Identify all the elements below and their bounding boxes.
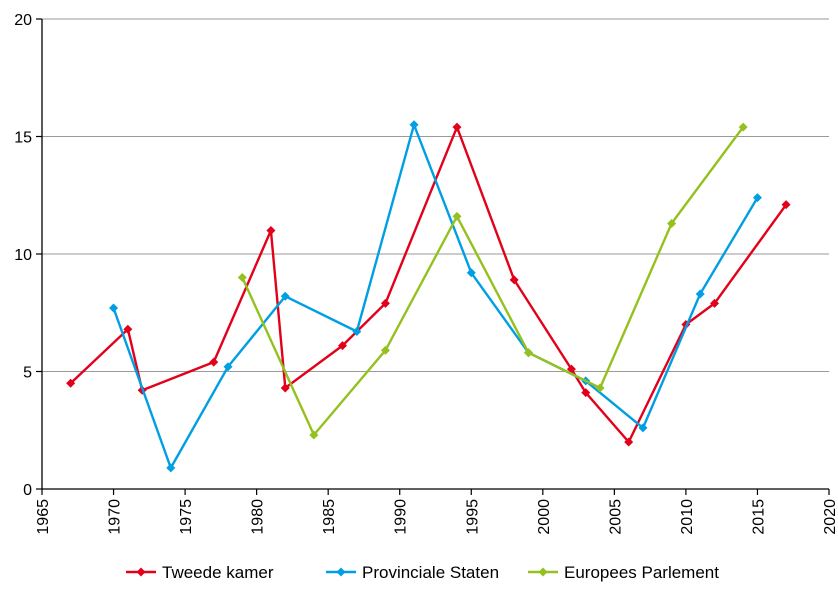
x-tick-label: 2000 [536,499,553,535]
data-point-tweede-kamer [380,298,390,308]
x-tick-label: 2005 [607,499,624,535]
data-point-tweede-kamer [266,226,276,235]
data-point-tweede-kamer [66,378,76,388]
y-tick-label: 10 [14,247,32,264]
legend-label: Europees Parlement [564,563,719,582]
x-tick-label: 1975 [178,499,195,535]
data-point-tweede-kamer [781,200,791,210]
series-provinciale-staten [109,120,762,473]
data-point-europees-parlement [452,211,462,221]
x-tick-label: 1990 [393,499,410,535]
data-point-provinciale-staten [166,463,176,473]
legend-swatch-marker [136,567,146,577]
data-point-provinciale-staten [409,120,419,130]
legend-item-tweede-kamer: Tweede kamer [126,563,274,582]
legend-label: Tweede kamer [162,563,274,582]
legend: Tweede kamer Provinciale Staten Europees P… [126,563,719,582]
legend-item-provinciale-staten: Provinciale Staten [326,563,499,582]
data-point-europees-parlement [309,430,319,440]
data-point-provinciale-staten [638,423,648,433]
data-point-provinciale-staten [223,362,233,372]
data-point-tweede-kamer [581,388,591,398]
data-point-tweede-kamer [337,341,347,351]
x-tick-label: 2010 [679,499,696,535]
y-tick-label: 0 [23,482,32,499]
data-point-tweede-kamer [280,383,290,393]
x-tick-label: 1965 [35,499,52,535]
y-axis-ticks: 0 5 10 15 20 [14,12,42,499]
x-tick-label: 2015 [750,499,767,535]
data-point-provinciale-staten [695,289,705,299]
data-point-tweede-kamer [209,357,219,367]
y-tick-label: 15 [14,130,32,147]
data-point-provinciale-staten [752,193,762,203]
series-line-tweede-kamer [69,125,788,444]
series-line-europees-parlement [241,126,745,437]
data-point-tweede-kamer [624,437,634,447]
legend-label: Provinciale Staten [362,563,499,582]
series-tweede-kamer [66,122,791,447]
data-point-tweede-kamer [509,275,519,285]
data-point-provinciale-staten [466,268,476,278]
x-tick-label: 1970 [107,499,124,535]
series-group [66,120,791,473]
x-tick-label: 1980 [250,499,267,535]
x-tick-label: 1985 [321,499,338,535]
data-point-tweede-kamer [452,122,462,132]
y-tick-label: 20 [14,12,32,29]
data-point-europees-parlement [380,345,390,355]
data-point-provinciale-staten [280,291,290,301]
data-point-tweede-kamer [123,324,133,334]
data-point-tweede-kamer [710,298,720,308]
grid-lines [42,18,829,372]
legend-swatch-marker [538,567,548,577]
x-tick-label: 1995 [464,499,481,535]
data-point-europees-parlement [524,348,534,358]
data-point-europees-parlement [667,218,677,228]
series-europees-parlement [237,122,748,440]
x-axis-ticks: 1965 1970 1975 1980 1985 1990 1995 2000 2005 2010… [35,489,838,535]
legend-item-europees-parlement: Europees Parlement [528,563,719,582]
data-point-provinciale-staten [352,327,362,337]
y-tick-label: 5 [23,365,32,382]
data-point-europees-parlement [237,273,247,282]
data-point-provinciale-staten [109,303,119,313]
series-line-provinciale-staten [112,123,759,470]
data-point-europees-parlement [738,122,748,132]
data-point-europees-parlement [595,383,605,393]
legend-swatch-marker [336,567,346,577]
x-tick-label: 2020 [822,499,838,535]
